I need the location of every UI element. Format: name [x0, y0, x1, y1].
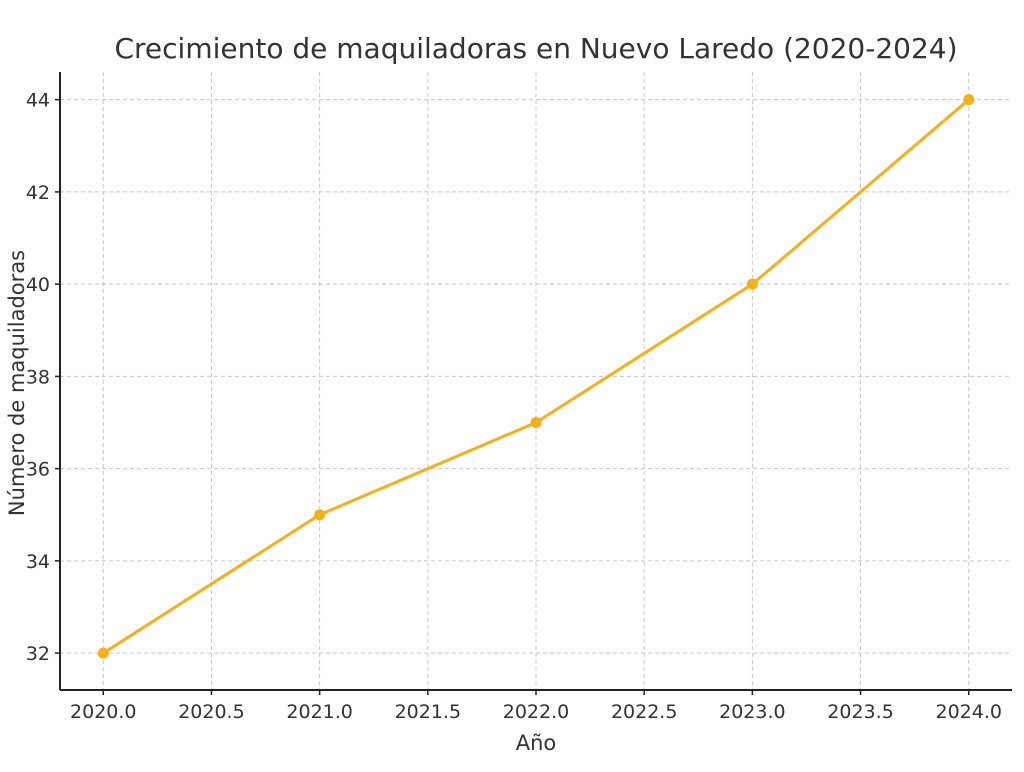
- data-point: [963, 94, 975, 106]
- y-axis-label: Número de maquiladoras: [5, 250, 29, 516]
- data-point: [530, 417, 542, 429]
- x-tick-label: 2023.5: [827, 701, 893, 723]
- data-point: [314, 509, 326, 521]
- y-tick-label: 34: [26, 551, 50, 573]
- x-tick-label: 2024.0: [935, 701, 1001, 723]
- chart-title: Crecimiento de maquiladoras en Nuevo Lar…: [114, 32, 957, 65]
- data-point: [746, 278, 758, 290]
- y-tick-label: 32: [26, 643, 50, 665]
- y-tick-label: 42: [26, 182, 50, 204]
- data-point: [97, 647, 109, 659]
- x-tick-label: 2021.5: [395, 701, 461, 723]
- ticks: 2020.0 2020.5 2021.0 2021.5 2022.0 2022.5 2023…: [26, 90, 1002, 723]
- x-tick-label: 2022.5: [611, 701, 677, 723]
- x-tick-label: 2021.0: [286, 701, 352, 723]
- y-tick-label: 38: [26, 366, 50, 388]
- x-tick-label: 2020.0: [70, 701, 136, 723]
- y-tick-label: 40: [26, 274, 50, 296]
- series: [97, 94, 975, 659]
- grid: [60, 72, 1012, 690]
- y-tick-label: 36: [26, 459, 50, 481]
- x-tick-label: 2020.5: [178, 701, 244, 723]
- y-tick-label: 44: [26, 90, 50, 112]
- x-axis-label: Año: [516, 731, 557, 755]
- x-tick-label: 2023.0: [719, 701, 785, 723]
- x-tick-label: 2022.0: [503, 701, 569, 723]
